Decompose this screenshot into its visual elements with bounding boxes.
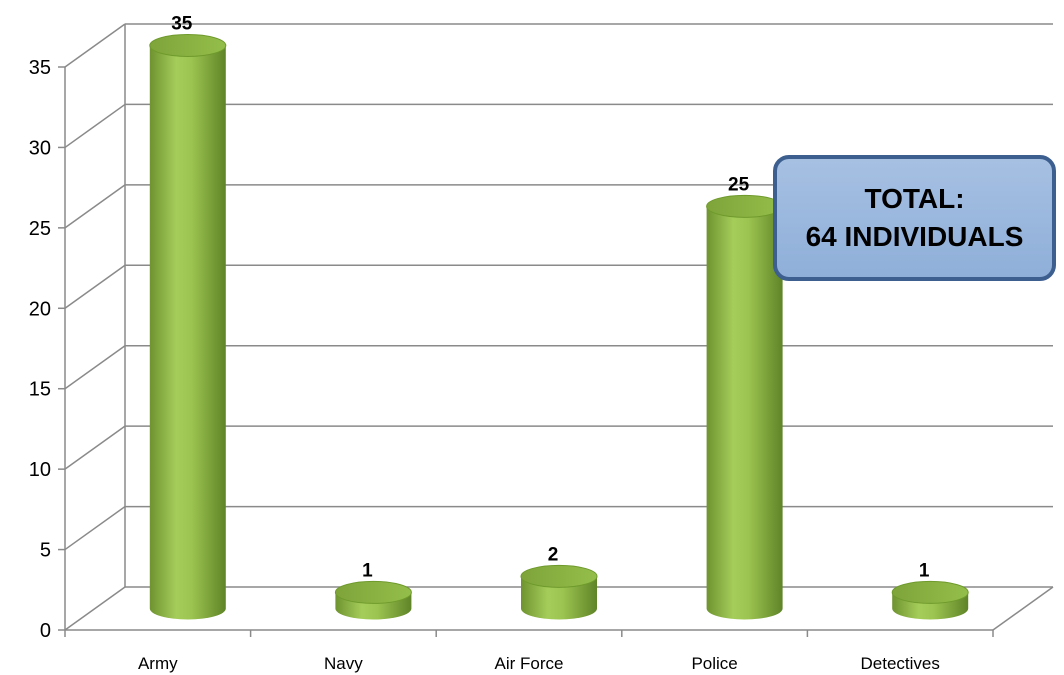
bar-army	[149, 45, 226, 620]
y-tick-label: 10	[29, 459, 51, 481]
y-tick-label: 0	[40, 620, 51, 642]
gridline-side	[64, 586, 126, 631]
bar-air-force	[521, 576, 597, 620]
x-category-label: Army	[138, 654, 178, 673]
bar-police	[706, 206, 783, 620]
y-tick-label: 35	[29, 57, 51, 79]
bar-cap	[520, 564, 598, 588]
gridline-side	[64, 425, 126, 470]
x-category-label: Detectives	[861, 654, 940, 673]
data-label: 35	[171, 14, 193, 35]
gridline-side	[64, 103, 126, 149]
bar-cap	[149, 34, 227, 57]
total-annotation: TOTAL: 64 INDIVIDUALS	[773, 155, 1056, 281]
data-label: 25	[728, 174, 750, 195]
y-tick-label: 5	[40, 540, 51, 562]
labels: 0 5 10 15 20 25 30 35 35 Army 1 Navy 2 Air Force 25 Pol…	[29, 14, 940, 674]
data-label: 2	[548, 544, 559, 565]
bar-cap	[706, 194, 784, 218]
total-line1: TOTAL:	[864, 183, 965, 215]
gridline-side	[64, 23, 126, 68]
floor-edge	[992, 586, 1054, 631]
gridline-side	[64, 264, 126, 309]
axes	[58, 24, 1054, 637]
x-category-label: Police	[691, 654, 737, 673]
bars	[149, 34, 969, 620]
bar-cap	[891, 580, 969, 604]
y-tick-label: 20	[29, 298, 51, 320]
gridline-side	[64, 345, 126, 390]
total-line2: 64 INDIVIDUALS	[805, 221, 1024, 252]
y-tick-label: 30	[29, 137, 51, 159]
y-tick-label: 15	[29, 379, 51, 401]
x-category-label: Air Force	[495, 654, 564, 673]
gridline-side	[64, 184, 126, 229]
gridline-side	[64, 505, 126, 551]
data-label: 1	[362, 560, 373, 581]
data-label: 1	[919, 560, 930, 581]
x-category-label: Navy	[324, 654, 363, 673]
bar-cap	[334, 580, 412, 604]
y-tick-label: 25	[29, 218, 51, 240]
